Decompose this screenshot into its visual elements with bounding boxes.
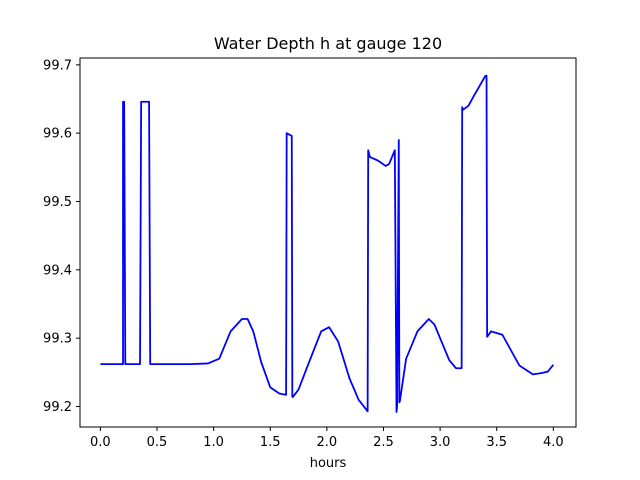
- x-tick-label: 3.5: [486, 435, 507, 450]
- x-tick-label: 1.0: [203, 435, 224, 450]
- y-tick-label: 99.6: [43, 127, 72, 142]
- plot-area: [79, 57, 577, 428]
- chart-title: Water Depth h at gauge 120: [214, 34, 442, 53]
- y-tick-label: 99.2: [43, 400, 72, 415]
- x-tick-label: 3.0: [430, 435, 451, 450]
- x-tick-label: 4.0: [543, 435, 564, 450]
- x-tick-label: 2.0: [317, 435, 338, 450]
- y-tick-label: 99.3: [43, 332, 72, 347]
- x-tick-label: 0.0: [90, 435, 111, 450]
- plot-frame: [79, 57, 577, 428]
- y-tick-label: 99.5: [43, 195, 72, 210]
- y-axis: 99.2 99.3 99.4 99.5 99.6 99.7: [43, 58, 80, 415]
- y-tick-label: 99.4: [43, 263, 72, 278]
- x-tick-label: 1.5: [260, 435, 281, 450]
- x-tick-label: 2.5: [373, 435, 394, 450]
- x-tick-label: 0.5: [147, 435, 168, 450]
- series-line-0: [100, 74, 555, 413]
- x-axis: 0.0 0.5 1.0 1.5 2.0 2.5 3.0 3.5 4.0: [90, 427, 564, 450]
- x-axis-label: hours: [310, 456, 347, 471]
- y-tick-label: 99.7: [43, 58, 72, 73]
